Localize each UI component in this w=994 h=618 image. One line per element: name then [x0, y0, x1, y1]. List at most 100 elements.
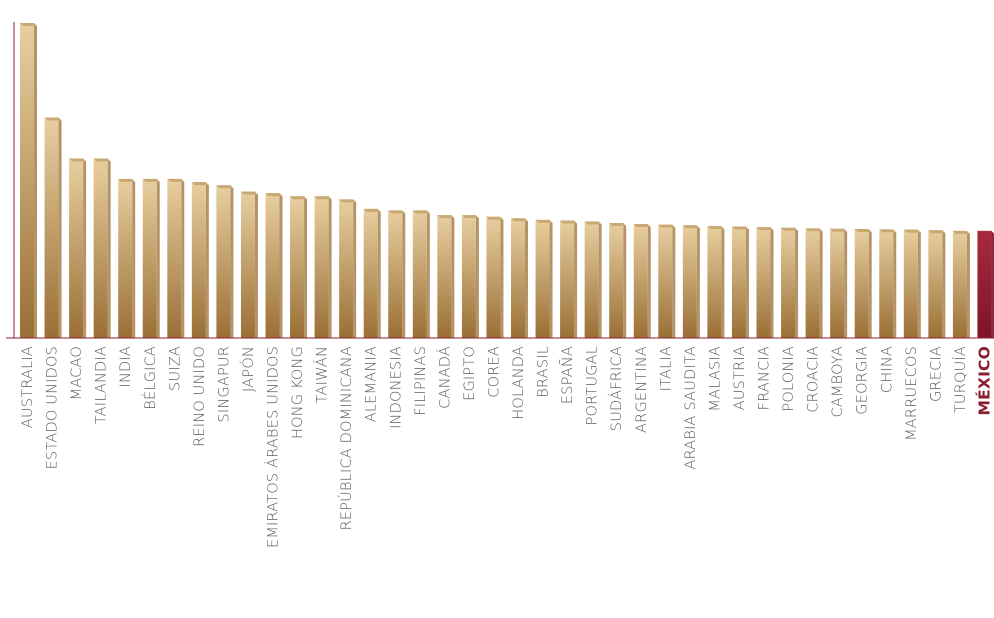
x-tick-label: JAPÓN — [239, 346, 257, 392]
bar-side — [304, 197, 308, 338]
bar — [756, 227, 771, 338]
bar-cap — [854, 229, 872, 233]
bar-cap — [879, 229, 897, 233]
bar — [339, 199, 354, 338]
bar-side — [868, 230, 872, 338]
bar-cap — [142, 178, 160, 182]
bar — [265, 193, 280, 338]
bar-side — [672, 225, 676, 338]
bar-side — [844, 229, 848, 338]
bar-cap — [977, 230, 994, 234]
bar-cap — [437, 215, 455, 219]
x-tick-label: INDONESIA — [388, 346, 404, 429]
bar-highlight — [977, 230, 992, 338]
bar-side — [991, 231, 994, 338]
bars-group — [20, 23, 994, 338]
bar-side — [402, 211, 406, 338]
x-tick-label: EGIPTO — [462, 346, 478, 401]
bar — [560, 220, 575, 338]
x-tick-label: SINGAPUR — [216, 346, 232, 423]
x-tick-label: MACAO — [69, 346, 85, 400]
bar — [461, 215, 476, 338]
bar — [903, 229, 918, 338]
bar — [952, 230, 967, 338]
bar-cap — [952, 230, 970, 234]
bar-cap — [609, 223, 627, 227]
bar — [167, 178, 182, 338]
bar-side — [353, 200, 357, 338]
x-tick-label: MALASIA — [707, 346, 723, 412]
bar-side — [696, 226, 700, 338]
x-tick-label: GEORGIA — [855, 346, 871, 415]
bar-cap — [928, 230, 946, 234]
bar-side — [525, 219, 528, 338]
x-tick-label: REPÚBLICA DOMINICANA — [337, 346, 355, 530]
bar-cap — [290, 196, 308, 200]
bar — [535, 219, 550, 338]
x-tick-label: COREA — [486, 346, 502, 398]
bar-cap — [584, 221, 602, 225]
bar-cap — [707, 226, 725, 230]
x-tick-label: GRECIA — [928, 346, 944, 402]
bar — [511, 218, 525, 338]
bar-side — [598, 222, 602, 338]
x-tick-label: EMIRATOS ÁRABES UNIDOS — [265, 346, 282, 548]
bar-side — [942, 231, 946, 338]
bar — [93, 158, 108, 338]
x-tick-label: TAILANDIA — [94, 346, 110, 424]
bar-side — [966, 231, 970, 338]
x-tick-label: POLONIA — [781, 346, 797, 412]
bar — [854, 229, 869, 338]
bar — [731, 226, 746, 338]
x-tick-label: INDIA — [118, 346, 134, 387]
bar — [609, 223, 624, 338]
bar-cap — [265, 193, 283, 197]
bar — [314, 196, 329, 338]
bar-cap — [682, 225, 700, 229]
bar-side — [279, 194, 283, 338]
x-tick-label: PORTUGAL — [585, 346, 601, 425]
bar-side — [181, 179, 185, 338]
bar — [388, 210, 403, 338]
bar-side — [795, 228, 799, 338]
bar — [830, 228, 845, 338]
bar — [584, 221, 599, 338]
x-tick-label: BRASIL — [536, 346, 552, 398]
bar-cap — [93, 158, 111, 162]
x-tick-label: CROACIA — [806, 346, 822, 413]
bar — [240, 191, 255, 338]
bar-cap — [240, 191, 258, 195]
bar — [486, 216, 501, 338]
bar-side — [745, 227, 749, 338]
bar-cap — [20, 23, 37, 26]
x-tick-labels: AUSTRALIA ESTADO UNIDOS MACAO TAILANDIA INDI… — [20, 346, 993, 548]
bar-side — [475, 216, 479, 338]
bar — [44, 117, 59, 338]
bar-cap — [363, 208, 381, 212]
bar-side — [83, 159, 87, 338]
x-tick-label: FILIPINAS — [413, 346, 429, 416]
bar-cap — [461, 215, 479, 219]
x-tick-label: SUIZA — [167, 346, 183, 391]
bar-side — [328, 197, 332, 338]
bar-cap — [903, 229, 921, 233]
x-tick-label: REINO UNIDO — [192, 346, 208, 447]
bar-cap — [486, 216, 504, 220]
bar-side — [34, 24, 37, 338]
bar-side — [132, 179, 136, 338]
x-tick-label: ARGENTINA — [634, 346, 650, 433]
bar-cap — [756, 227, 774, 231]
bar-cap — [830, 228, 848, 232]
bar — [682, 225, 697, 338]
bar-side — [156, 179, 160, 338]
x-tick-label: CAMBOYA — [830, 346, 846, 417]
bar — [437, 215, 452, 338]
bar-side — [107, 159, 111, 338]
x-tick-label: ALEMANIA — [364, 346, 380, 422]
bar-cap — [658, 224, 676, 228]
bar-cap — [781, 227, 799, 231]
bar — [781, 227, 796, 338]
x-tick-label: ESTADO UNIDOS — [45, 346, 61, 469]
bar-side — [721, 227, 725, 338]
